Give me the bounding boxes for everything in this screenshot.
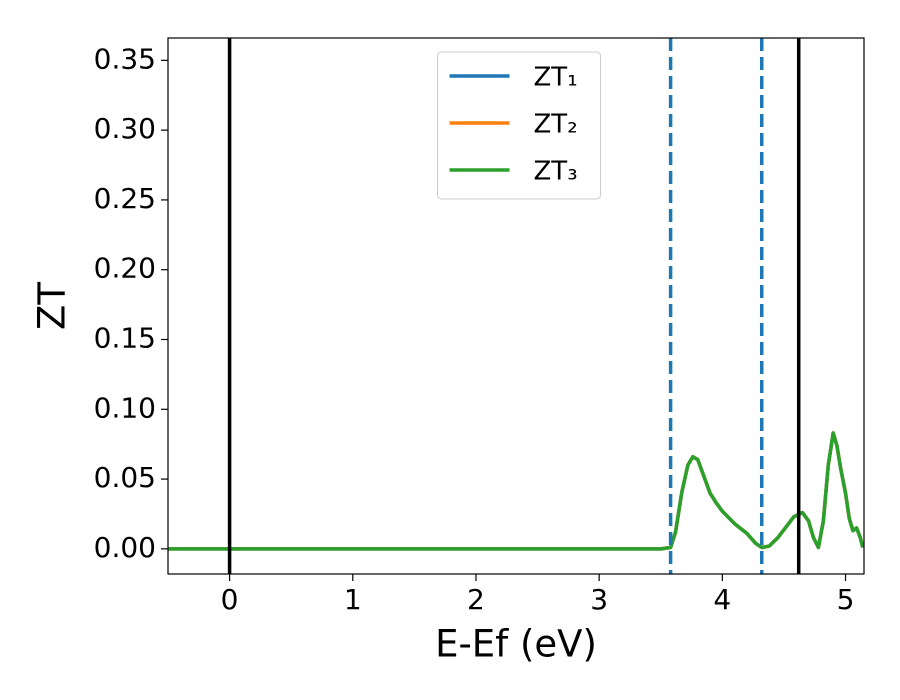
legend-label: ZT₁ (534, 63, 578, 93)
y-tick-label: 0.15 (94, 322, 156, 355)
x-tick-label: 0 (221, 583, 239, 616)
x-tick-label: 1 (344, 583, 362, 616)
plot-frame (167, 37, 865, 575)
x-tick-label: 5 (837, 583, 855, 616)
legend-box (437, 51, 601, 200)
x-tick-label: 3 (590, 583, 608, 616)
x-axis-label: E-Ef (eV) (435, 623, 597, 666)
y-tick-label: 0.05 (94, 461, 156, 494)
y-tick-label: 0.35 (94, 42, 156, 75)
y-tick-label: 0.30 (94, 112, 156, 145)
y-axis-label: ZT (31, 282, 74, 330)
legend-label: ZT₂ (534, 110, 578, 140)
legend-label: ZT₃ (534, 157, 578, 187)
y-tick-label: 0.25 (94, 182, 156, 215)
y-tick-label: 0.00 (94, 531, 156, 564)
x-tick-label: 2 (467, 583, 485, 616)
y-tick-label: 0.20 (94, 252, 156, 285)
series-line (168, 431, 864, 551)
y-tick-label: 0.10 (94, 391, 156, 424)
x-tick-label: 4 (713, 583, 731, 616)
